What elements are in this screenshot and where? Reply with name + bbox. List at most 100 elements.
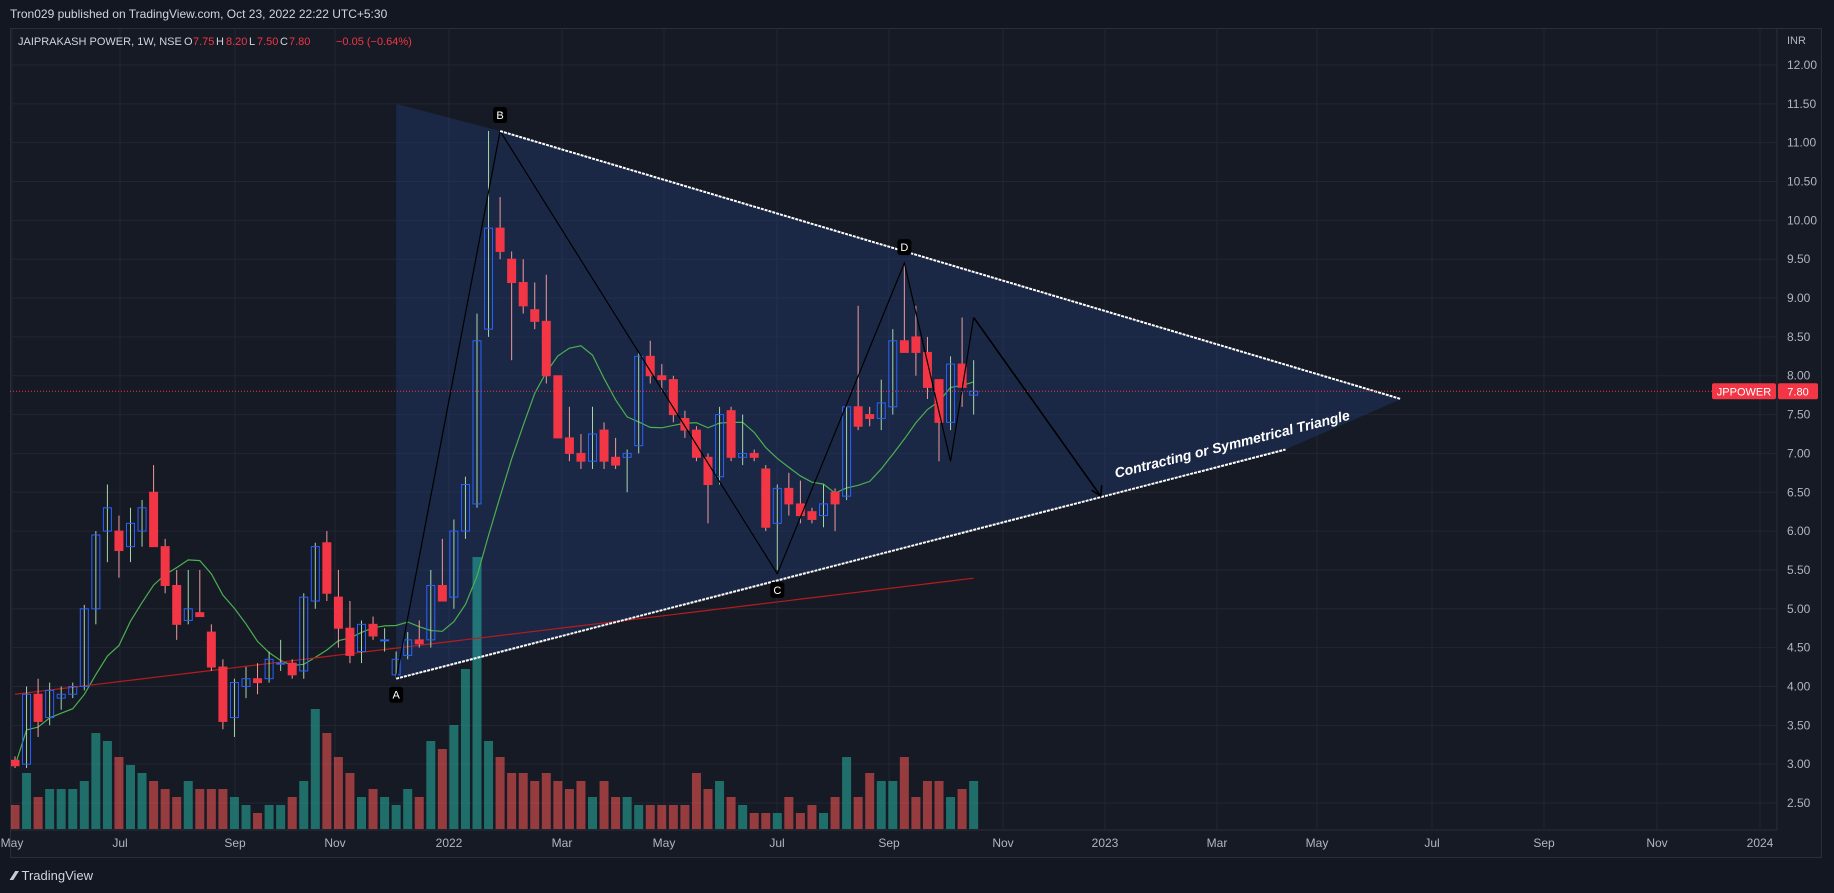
x-tick-label: Sep xyxy=(224,836,246,850)
volume-bar xyxy=(888,781,898,829)
y-tick-label: 9.00 xyxy=(1787,291,1811,305)
volume-bar xyxy=(391,805,401,829)
volume-bar xyxy=(507,773,517,829)
volume-bar xyxy=(668,805,678,829)
candle-body xyxy=(622,452,632,458)
volume-bar xyxy=(403,789,413,829)
x-tick-label: Nov xyxy=(324,836,345,850)
volume-bar xyxy=(333,757,343,829)
candle-body xyxy=(726,410,736,458)
volume-bar xyxy=(553,781,563,829)
candle-body xyxy=(876,402,886,419)
candle-body xyxy=(530,309,540,322)
candle-body xyxy=(449,530,459,598)
candle-body xyxy=(287,662,297,676)
x-tick-label: May xyxy=(1,836,24,850)
volume-bar xyxy=(703,789,713,829)
candle-body xyxy=(253,678,263,684)
y-tick-label: 11.50 xyxy=(1787,97,1816,111)
candle-body xyxy=(842,406,852,497)
candle-body xyxy=(264,658,274,680)
candle-body xyxy=(56,693,66,699)
x-tick-label: 2022 xyxy=(436,836,463,850)
legend-c-label: C xyxy=(280,36,288,48)
legend-h-value: 8.20 xyxy=(226,36,247,48)
candle-body xyxy=(795,503,805,517)
volume-bar xyxy=(611,797,621,829)
candle-body xyxy=(45,689,55,719)
candle-body xyxy=(749,452,759,458)
volume-bar xyxy=(518,773,528,829)
legend-change: −0.05 (−0.64%) xyxy=(336,36,412,48)
point-label-box xyxy=(389,686,404,703)
volume-bar xyxy=(934,781,944,829)
volume-bar xyxy=(691,773,701,829)
legend-l-value: 7.50 xyxy=(257,36,278,48)
volume-bar xyxy=(795,813,805,829)
y-tick-label: 2.50 xyxy=(1787,796,1811,810)
x-tick-label: 2024 xyxy=(1747,836,1774,850)
tradingview-brand[interactable]: ⁄⁄⁄ TradingView xyxy=(12,868,93,883)
candle-body xyxy=(634,355,644,447)
volume-bar xyxy=(218,789,228,829)
candle-body xyxy=(484,227,494,330)
candle-body xyxy=(229,682,239,719)
volume-bar xyxy=(969,781,979,829)
symbol-tag-box xyxy=(1712,383,1776,400)
candle-body xyxy=(518,282,528,307)
wave-zigzag xyxy=(395,129,975,679)
volume-bar xyxy=(149,781,159,829)
volume-bar xyxy=(899,757,909,829)
candle-body xyxy=(830,491,840,505)
volume-bar xyxy=(599,781,609,829)
x-tick-label: Mar xyxy=(552,836,573,850)
volume-bar xyxy=(357,797,366,829)
point-label: A xyxy=(392,690,400,702)
volume-bar xyxy=(172,797,182,829)
volume-bar xyxy=(322,733,332,829)
volume-bar xyxy=(380,797,390,829)
candle-body xyxy=(611,456,621,466)
candle-body xyxy=(784,487,794,505)
volume-bar xyxy=(784,797,794,829)
y-tick-label: 11.00 xyxy=(1787,136,1816,150)
tradingview-logo-icon: ⁄⁄⁄ xyxy=(12,868,16,883)
currency-label: INR xyxy=(1787,35,1806,47)
y-tick-label: 10.50 xyxy=(1787,175,1817,189)
candle-body xyxy=(68,685,78,695)
y-tick-label: 12.00 xyxy=(1787,58,1817,72)
volume-bar xyxy=(564,789,574,829)
x-tick-label: Nov xyxy=(1646,836,1667,850)
point-label: B xyxy=(496,110,503,122)
candle-body xyxy=(299,596,309,672)
volume-bar xyxy=(253,813,263,829)
candle-body xyxy=(564,437,574,454)
candle-body xyxy=(368,623,378,637)
volume-bar xyxy=(541,773,551,829)
candle-body xyxy=(206,631,216,668)
volume-bar xyxy=(876,781,886,829)
volume-bar xyxy=(114,757,124,829)
point-label-box xyxy=(770,581,785,598)
candle-body xyxy=(645,355,655,377)
volume-bar xyxy=(68,789,78,829)
candle-body xyxy=(183,608,193,621)
volume-bar xyxy=(449,725,459,829)
candle-body xyxy=(172,584,182,625)
y-tick-label: 8.00 xyxy=(1787,369,1811,383)
candle-body xyxy=(437,584,447,602)
point-label-box xyxy=(493,107,508,124)
candle-body xyxy=(934,379,944,423)
candle-body xyxy=(507,258,517,284)
x-tick-label: May xyxy=(1306,836,1329,850)
volume-bar xyxy=(45,789,55,829)
y-tick-label: 4.50 xyxy=(1787,641,1811,655)
candle-body xyxy=(553,375,563,439)
candle-body xyxy=(149,491,159,548)
candle-body xyxy=(322,542,332,594)
volume-bar xyxy=(33,797,43,829)
candle-body xyxy=(738,452,748,458)
candle-body xyxy=(761,468,771,528)
